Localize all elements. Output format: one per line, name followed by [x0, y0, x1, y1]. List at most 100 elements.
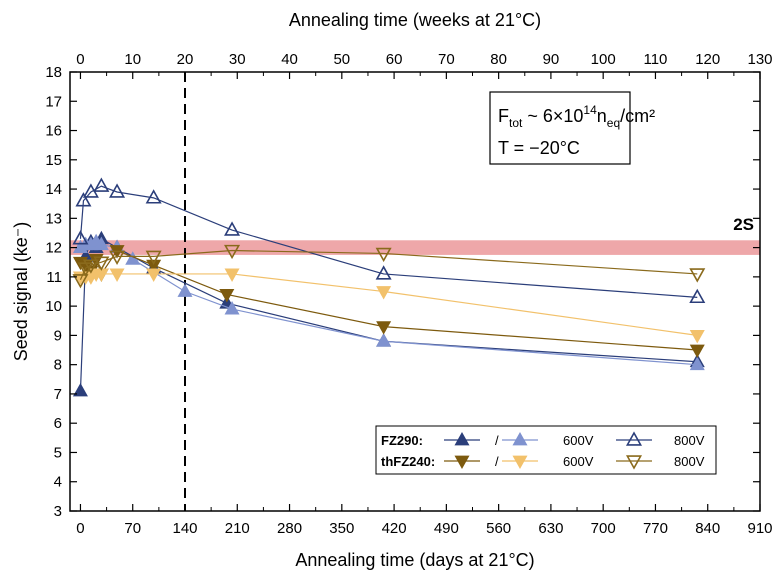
data-point-marker: [146, 259, 162, 274]
top-x-tick-label: 100: [591, 51, 616, 68]
fluence-sub-eq: eq: [607, 116, 620, 130]
reference-band-layer: [70, 240, 760, 255]
data-point-marker: [689, 268, 706, 283]
top-x-tick-label: 40: [281, 51, 298, 68]
data-point-marker: [224, 301, 240, 315]
y-tick-label: 7: [54, 386, 62, 403]
x-tick-label: 140: [172, 520, 197, 537]
top-x-tick-label: 30: [229, 51, 246, 68]
top-x-tick-label: 130: [747, 51, 772, 68]
legend-thfz240-600v: 600V: [563, 454, 594, 469]
fluence-annotation: Ftot ~ 6×1014neq/cm²: [498, 103, 655, 130]
plot-frame: [69, 71, 761, 512]
data-point-marker: [109, 268, 125, 282]
y-tick-label: 3: [54, 503, 62, 520]
fluence-exponent: 14: [583, 103, 597, 117]
legend-markers: [444, 431, 652, 470]
x-tick-label: 70: [124, 520, 141, 537]
y-tick-label: 18: [45, 64, 62, 81]
top-x-tick-label: 80: [490, 51, 507, 68]
data-point-marker: [375, 265, 392, 280]
y-tick-label: 9: [54, 327, 62, 344]
y-tick-label: 8: [54, 357, 62, 374]
data-point-marker: [376, 321, 392, 335]
y-tick-label: 6: [54, 415, 62, 432]
fluence-mid: ~ 6×10: [522, 106, 583, 126]
series-line: [80, 273, 698, 336]
top-x-tick-label: 0: [76, 51, 84, 68]
data-point-marker: [224, 221, 241, 236]
series-thfz240-6: [72, 244, 706, 289]
data-point-marker: [93, 236, 109, 251]
series-line: [79, 238, 698, 392]
series-layer: [72, 177, 706, 397]
x-tick-label: 560: [486, 520, 511, 537]
data-point-marker: [376, 333, 392, 347]
x-tick-label: 0: [76, 520, 84, 537]
data-point-marker: [689, 356, 705, 371]
series-line: [80, 249, 698, 351]
y-tick-label: 4: [54, 474, 62, 491]
data-point-marker: [145, 189, 162, 204]
y-tick-label: 12: [45, 240, 62, 257]
y-tick-label: 16: [45, 123, 62, 140]
x-tick-label: 280: [277, 520, 302, 537]
data-point-marker: [109, 250, 126, 266]
data-point-marker: [177, 283, 193, 297]
y-tick-label: 10: [45, 298, 62, 315]
data-point-marker: [145, 250, 162, 266]
y-tick-label: 5: [54, 444, 62, 461]
series-thfz240-5: [72, 268, 705, 344]
data-point-marker: [224, 268, 240, 282]
top-x-tick-label: 60: [386, 51, 403, 68]
top-x-tick-label: 110: [643, 51, 667, 68]
top-x-tick-label: 120: [695, 51, 720, 68]
series-fz290-3: [72, 177, 706, 304]
reference-band: [70, 240, 760, 255]
fluence-tail: /cm²: [620, 106, 655, 126]
x-tick-label: 350: [329, 520, 354, 537]
data-point-marker: [512, 455, 528, 470]
fluence-unit: n: [597, 106, 607, 126]
annotation-box: Ftot ~ 6×1014neq/cm² T = −20°C: [489, 91, 655, 165]
temperature-annotation: T = −20°C: [498, 138, 580, 158]
x-tick-label: 630: [538, 520, 563, 537]
series-fz290-1: [72, 230, 705, 397]
x-axis-title: Annealing time (days at 21°C): [295, 550, 534, 570]
x-tick-label: 910: [747, 520, 772, 537]
data-point-marker: [224, 244, 241, 260]
data-point-marker: [93, 177, 110, 192]
x-tick-label: 210: [225, 520, 250, 537]
data-point-marker: [82, 259, 99, 274]
data-point-marker: [72, 230, 89, 245]
legend-thfz240-slash: /: [495, 454, 499, 469]
x-tick-label: 700: [591, 520, 616, 537]
legend-fz290-800v: 800V: [674, 433, 705, 448]
y-tick-label: 11: [46, 269, 62, 286]
data-point-marker: [689, 288, 706, 304]
y-tick-label: 15: [45, 152, 62, 169]
axis-layer: 0 70 140 210 280 350 420 490 560 630 700 770 840 9100…: [45, 51, 772, 537]
data-point-marker: [219, 289, 235, 303]
fluence-sub-tot: tot: [509, 116, 523, 130]
x-tick-label: 840: [695, 520, 720, 537]
legend: FZ290: thFZ240: / / 600V 800V 600V 800V: [375, 425, 717, 475]
data-point-marker: [375, 247, 392, 263]
y-tick-label: 13: [45, 210, 62, 227]
y-tick-label: 14: [45, 181, 62, 198]
top-x-tick-label: 90: [543, 51, 560, 68]
data-point-marker: [454, 431, 470, 446]
x-tick-label: 420: [382, 520, 407, 537]
top-x-tick-label: 10: [124, 51, 141, 68]
x-tick-label: 490: [434, 520, 459, 537]
data-point-marker: [454, 455, 470, 470]
data-point-marker: [512, 431, 528, 446]
data-point-marker: [146, 268, 162, 282]
legend-thfz240-label: thFZ240:: [381, 454, 435, 469]
y-axis-title: Seed signal (ke⁻): [11, 222, 31, 362]
fluence-prefix: F: [498, 106, 509, 126]
data-point-marker: [109, 183, 126, 198]
data-point-marker: [689, 330, 705, 344]
data-point-marker: [625, 455, 643, 470]
